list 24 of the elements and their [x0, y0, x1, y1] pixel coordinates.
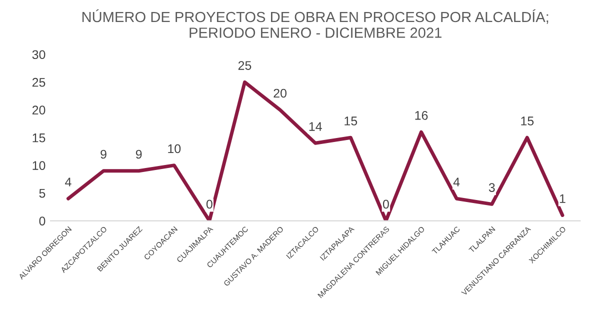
y-tick-label: 5 [39, 188, 46, 198]
y-tick-label: 0 [39, 216, 46, 226]
data-label: 15 [344, 116, 358, 126]
line-series [66, 80, 564, 221]
y-tick-label: 15 [32, 134, 46, 142]
data-label: 15 [521, 116, 534, 126]
data-label: 14 [309, 122, 322, 131]
data-label: 25 [238, 61, 252, 70]
data-label: 4 [453, 178, 460, 186]
data-label: 1 [560, 194, 566, 203]
data-label: 0 [206, 200, 212, 209]
data-label: 4 [65, 178, 72, 186]
data-label: 9 [136, 150, 142, 159]
data-label: 0 [382, 200, 389, 209]
data-label: 3 [488, 183, 495, 192]
chart-title: NÚMERO DE PROYECTOS DE OBRA EN PROCESO POR ALCALDÍA; PERIODO ENERO - DICIEMBRE 2021 [82, 9, 548, 38]
y-tick-label: 10 [32, 161, 46, 170]
y-tick-label: 30 [32, 50, 46, 60]
data-label: 9 [100, 150, 106, 159]
y-tick-label: 20 [32, 106, 46, 115]
data-label: 10 [168, 144, 181, 154]
data-label: 16 [415, 111, 428, 120]
data-label: 20 [274, 88, 287, 98]
y-tick-label: 25 [32, 78, 46, 87]
